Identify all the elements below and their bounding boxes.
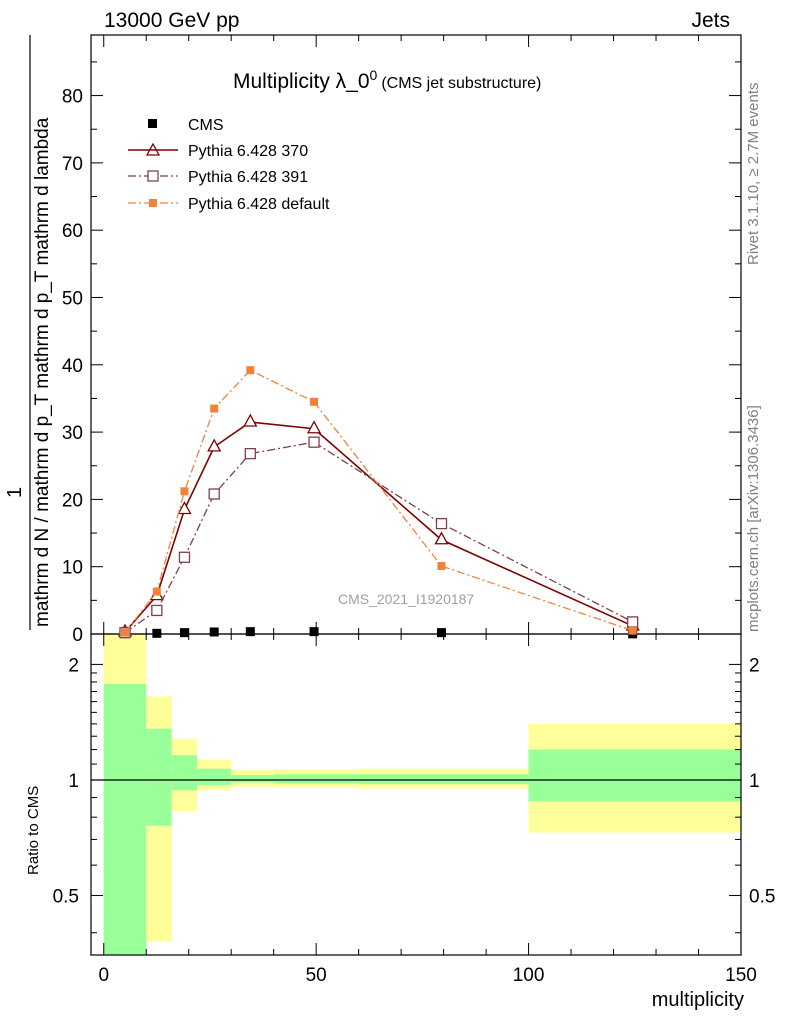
- series-0-point-1: [152, 628, 162, 638]
- series-1-point-4: [243, 413, 258, 427]
- header-left: 13000 GeV pp: [104, 9, 240, 32]
- ratio-band-inner-4: [231, 775, 274, 783]
- series-2-point-2: [178, 551, 191, 563]
- series-2-point-5: [308, 436, 320, 448]
- main-ytick-label: 50: [62, 288, 83, 309]
- series-0-point-3: [209, 627, 219, 637]
- series-3-point-7: [628, 626, 637, 635]
- main-ytick-label: 10: [62, 558, 83, 579]
- ylabel-numerator: 1: [4, 487, 26, 498]
- series-1-point-5: [306, 420, 322, 434]
- axis-ticks: 0 10 20 30 40 50 60 70 80 0 50 100 150 0.5 0.5 1 1 2 2: [53, 35, 775, 986]
- legend-label-default: Pythia 6.428 default: [188, 196, 330, 213]
- legend-label-391: Pythia 6.428 391: [188, 169, 308, 186]
- main-ytick-label: 80: [62, 87, 83, 108]
- ratio-band-inner-2: [171, 755, 198, 791]
- main-ytick-label: 20: [62, 490, 83, 511]
- ratio-ytick-label: 0.5: [53, 887, 79, 908]
- series-0-point-5: [309, 627, 319, 637]
- series-line-2: [124, 441, 633, 634]
- series-line-1: [124, 421, 633, 633]
- series-2-point-3: [208, 488, 220, 500]
- main-ytick-label: 40: [62, 356, 83, 377]
- x-axis-label: multiplicity: [652, 989, 744, 1011]
- main-ytick-label: 70: [62, 154, 83, 175]
- ratio-ytick-label: 2: [68, 655, 79, 676]
- series-layer: [117, 366, 640, 639]
- series-0-point-4: [245, 627, 255, 637]
- series-3-point-1: [152, 587, 161, 596]
- series-3-point-2: [180, 487, 189, 496]
- series-line-3: [124, 369, 633, 634]
- series-0-point-6: [436, 628, 446, 638]
- ratio-band-inner-3: [197, 768, 232, 786]
- ratio-band-inner-5: [273, 774, 359, 784]
- legend-marker-370: [145, 142, 161, 156]
- ratio-band-inner-0: [103, 683, 147, 955]
- series-3-point-0: [120, 628, 129, 637]
- ratio-ytick-label-right: 0.5: [749, 887, 775, 908]
- rivet-label: Rivet 3.1.10, ≥ 2.7M events: [745, 82, 762, 266]
- series-1-point-6: [434, 531, 449, 545]
- legend-label-370: Pythia 6.428 370: [188, 143, 308, 160]
- series-3-point-3: [210, 404, 219, 413]
- legend: CMS Pythia 6.428 370 Pythia 6.428 391 Py…: [128, 117, 330, 213]
- series-3-point-5: [310, 397, 319, 406]
- series-0-point-2: [179, 628, 189, 638]
- ratio-ytick-label-right: 1: [749, 771, 760, 792]
- series-1-point-2: [177, 501, 192, 515]
- frames: [90, 34, 742, 956]
- legend-marker-default: [149, 199, 157, 207]
- legend-marker-cms: [148, 119, 157, 128]
- main-ylabel: 1 mathrm d N / mathrm d p_T mathrm d p_T…: [4, 35, 53, 630]
- ratio-bands: [91, 634, 741, 955]
- legend-label-cms: CMS: [188, 117, 224, 134]
- header-right: Jets: [691, 9, 730, 32]
- ratio-ytick-label-right: 2: [749, 655, 760, 676]
- legend-marker-391: [147, 170, 159, 182]
- chart-title: Multiplicity λ_00 (CMS jet substructure): [233, 67, 541, 93]
- main-ytick-label: 0: [72, 625, 83, 646]
- mcplots-label: mcplots.cern.ch [arXiv:1306.3436]: [745, 405, 762, 632]
- ratio-xtick-label: 100: [513, 965, 545, 986]
- series-2-point-7: [627, 616, 639, 628]
- ratio-ytick-label: 1: [68, 771, 79, 792]
- ratio-xtick-label: 50: [306, 965, 327, 986]
- series-2-point-6: [435, 517, 448, 530]
- ratio-band-inner-6: [358, 774, 529, 785]
- series-2-point-1: [151, 604, 163, 617]
- watermark: CMS_2021_I1920187: [338, 591, 474, 607]
- ratio-ylabel: Ratio to CMS: [25, 786, 42, 875]
- series-2-point-4: [244, 447, 256, 460]
- ratio-band-inner-1: [146, 728, 172, 826]
- series-3-point-4: [246, 366, 255, 375]
- series-1-point-3: [207, 438, 222, 452]
- ratio-xtick-label: 150: [725, 965, 757, 986]
- ratio-band-inner-7: [528, 749, 741, 802]
- ratio-frame: [90, 633, 742, 956]
- ylabel-denominator: mathrm d N / mathrm d p_T mathrm d p_T m…: [32, 117, 53, 627]
- ratio-xtick-label: 0: [98, 965, 109, 986]
- main-ytick-label: 60: [62, 221, 83, 242]
- main-ytick-label: 30: [62, 423, 83, 444]
- series-3-point-6: [437, 562, 446, 571]
